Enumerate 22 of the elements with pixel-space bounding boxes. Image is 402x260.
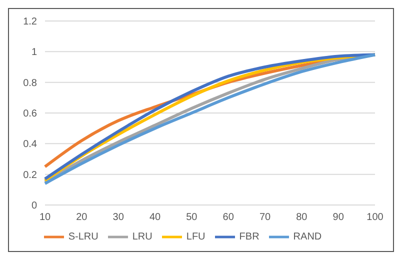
x-tick-label: 70: [259, 212, 271, 224]
y-tick-label: 1.2: [23, 16, 38, 28]
y-tick-label: 0.8: [23, 78, 38, 89]
legend-label: LRU: [132, 232, 152, 243]
legend-label: RAND: [293, 232, 322, 243]
legend-label: S-LRU: [68, 232, 98, 243]
x-tick-label: 50: [186, 212, 198, 224]
x-tick-label: 30: [112, 212, 124, 224]
y-tick-label: 0.6: [23, 108, 38, 120]
x-tick-label: 20: [76, 212, 88, 224]
y-tick-label: 1: [31, 47, 38, 58]
y-tick-label: 0.4: [23, 139, 38, 150]
y-tick-label: 0.2: [23, 170, 38, 181]
x-tick-label: 80: [296, 212, 308, 224]
legend-label: FBR: [239, 232, 260, 243]
x-tick-label: 10: [39, 212, 51, 224]
y-tick-label: 0: [31, 200, 38, 212]
legend-label: LFU: [186, 232, 206, 243]
x-tick-label: 90: [332, 212, 344, 224]
x-tick-label: 40: [149, 212, 161, 224]
x-tick-label: 100: [366, 212, 384, 224]
x-tick-label: 60: [222, 212, 234, 224]
